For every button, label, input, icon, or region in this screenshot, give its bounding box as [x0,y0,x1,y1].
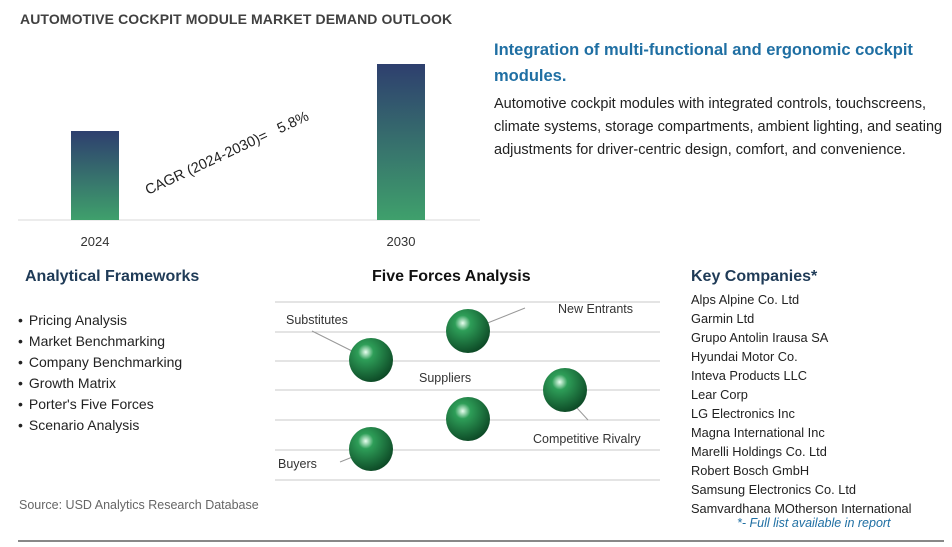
list-item: Robert Bosch GmbH [691,463,810,478]
sphere-suppliers [446,397,490,441]
companies-title: Key Companies* [691,268,818,285]
companies-list: Alps Alpine Co. Ltd Garmin Ltd Grupo Ant… [691,290,912,518]
cagr-annotation: CAGR (2024-2030)= 5.8% [143,109,312,199]
sphere-new-entrants [446,309,490,353]
list-item: LG Electronics Inc [691,406,795,421]
list-item: Marelli Holdings Co. Ltd [691,444,827,459]
list-item: Growth Matrix [18,373,182,394]
list-item: Magna International Inc [691,425,825,440]
page-title: AUTOMOTIVE COCKPIT MODULE MARKET DEMAND … [20,11,453,27]
list-item: Garmin Ltd [691,311,755,326]
x-tick-2024: 2024 [81,234,110,249]
sphere-competitive-rivalry [543,368,587,412]
label-buyers: Buyers [278,457,317,471]
label-suppliers: Suppliers [419,371,471,385]
sphere-substitutes [349,338,393,382]
bar-2024 [71,131,119,220]
list-item: Grupo Antolin Irausa SA [691,330,829,345]
list-item: Inteva Products LLC [691,368,807,383]
list-item: Company Benchmarking [18,352,182,373]
frameworks-title: Analytical Frameworks [25,268,200,285]
list-item: Scenario Analysis [18,415,182,436]
market-chart: 2024 2030 CAGR (2024-2030)= 5.8% [18,64,480,249]
list-item: Porter's Five Forces [18,394,182,415]
list-item: Pricing Analysis [18,310,182,331]
list-item: Samsung Electronics Co. Ltd [691,482,857,497]
list-item: Lear Corp [691,387,748,402]
label-new-entrants: New Entrants [558,302,633,316]
companies-note: *- Full list available in report [737,516,891,530]
sphere-buyers [349,427,393,471]
frameworks-list: Pricing Analysis Market Benchmarking Com… [18,310,182,436]
highlight-title: Integration of multi-functional and ergo… [494,41,913,85]
five-forces-diagram: Substitutes New Entrants Suppliers Compe… [275,301,660,481]
five-forces-title: Five Forces Analysis [372,268,531,285]
list-item: Samvardhana MOtherson International [691,501,912,516]
label-competitive-rivalry: Competitive Rivalry [533,432,641,446]
list-item: Market Benchmarking [18,331,182,352]
label-substitutes: Substitutes [286,313,348,327]
source-note: Source: USD Analytics Research Database [19,498,259,512]
x-tick-2030: 2030 [387,234,416,249]
bar-2030 [377,64,425,220]
list-item: Alps Alpine Co. Ltd [691,292,800,307]
highlight-description: Automotive cockpit modules with integrat… [494,96,943,158]
bottom-divider [18,540,944,542]
list-item: Hyundai Motor Co. [691,349,798,364]
